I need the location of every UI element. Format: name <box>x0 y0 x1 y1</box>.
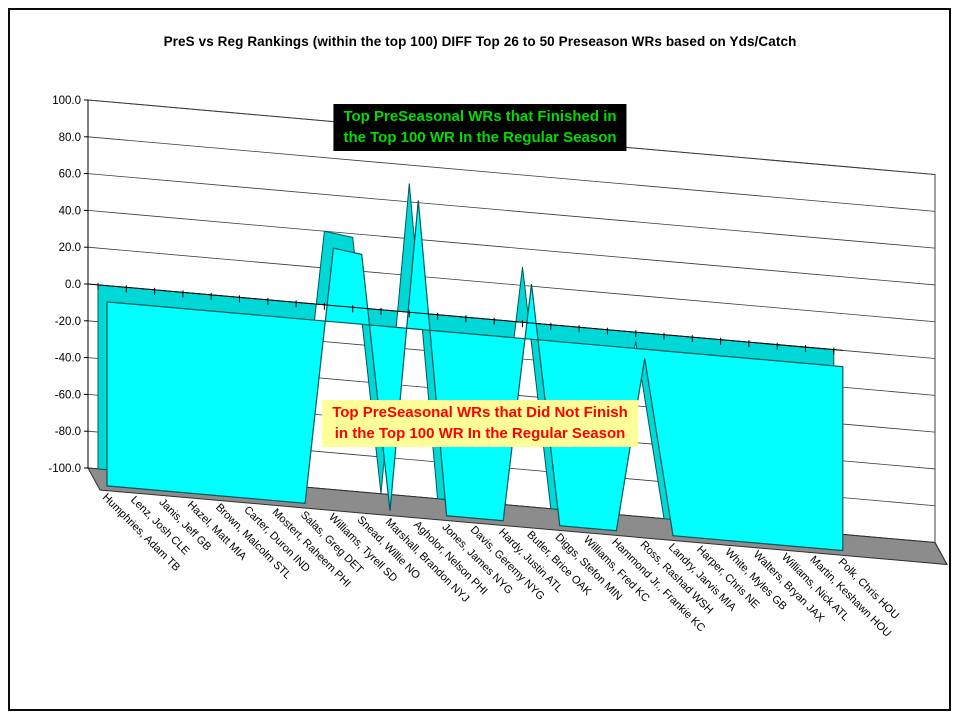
gridline <box>87 173 936 249</box>
gridline <box>87 136 936 212</box>
gridline <box>87 210 936 286</box>
y-axis-tick-label: 100.0 <box>52 95 81 107</box>
y-axis-tick-label: 80.0 <box>59 132 81 144</box>
y-axis-tick-label: -100.0 <box>48 463 81 475</box>
y-axis-tick-label: -40.0 <box>55 353 81 365</box>
y-axis-tick-label: -80.0 <box>55 426 81 438</box>
annotation-not-finished: Top PreSeasonal WRs that Did Not Finish … <box>322 400 638 448</box>
y-axis-tick-label: 20.0 <box>59 242 81 254</box>
y-axis-tick-label: 40.0 <box>59 205 81 217</box>
y-axis-tick-label: -60.0 <box>55 389 81 401</box>
chart-title: PreS vs Reg Rankings (within the top 100… <box>163 34 797 49</box>
annotation-finished: Top PreSeasonal WRs that Finished in the… <box>333 104 627 152</box>
y-axis-tick-label: 60.0 <box>59 169 81 181</box>
chart-floor-edge <box>934 542 948 565</box>
y-axis-tick-label: 0.0 <box>65 279 81 291</box>
gridline <box>87 246 936 323</box>
y-axis-tick-label: -20.0 <box>55 316 81 328</box>
